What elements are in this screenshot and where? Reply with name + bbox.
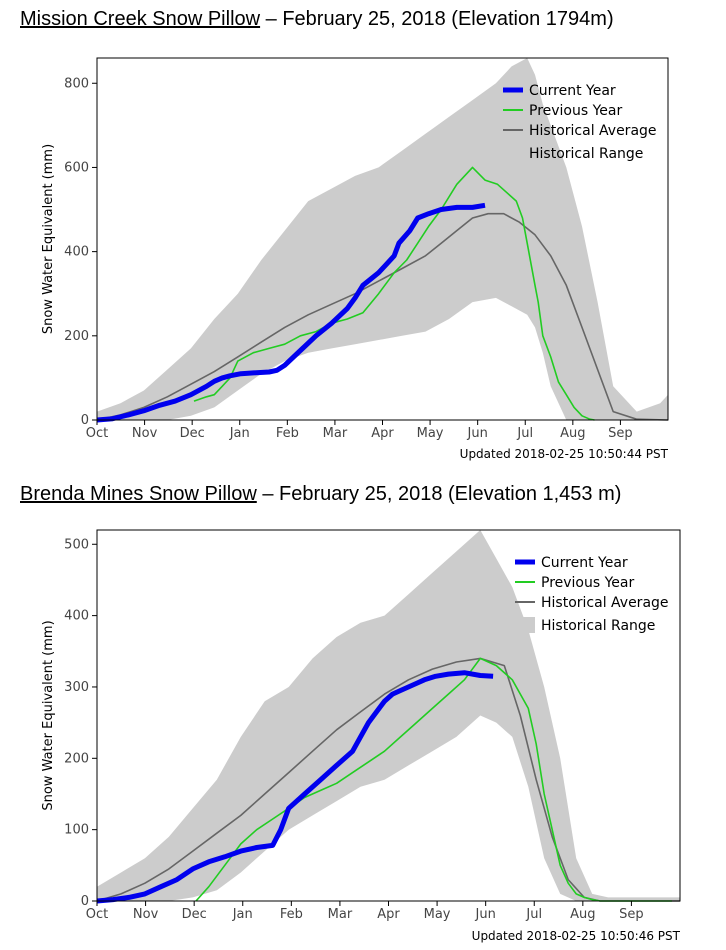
legend-swatch — [503, 145, 523, 161]
y-tick-label: 300 — [64, 680, 89, 695]
x-tick-label: Feb — [276, 426, 299, 441]
x-tick-label: Jul — [525, 907, 542, 922]
chart-heading: Mission Creek Snow Pillow – February 25,… — [20, 8, 614, 31]
legend-label: Historical Average — [541, 595, 669, 611]
y-tick-label: 500 — [64, 537, 89, 552]
x-tick-label: Apr — [377, 907, 400, 922]
x-tick-label: Jan — [229, 426, 250, 441]
x-tick-label: Mar — [323, 426, 348, 441]
heading-date-elevation: – February 25, 2018 (Elevation 1794m) — [260, 8, 614, 30]
y-tick-label: 200 — [64, 751, 89, 766]
x-tick-label: Nov — [132, 426, 158, 441]
updated-timestamp: Updated 2018-02-25 10:50:46 PST — [472, 929, 681, 943]
historical-average-line — [96, 212, 669, 421]
legend-swatch — [515, 617, 535, 633]
y-axis-label: Snow Water Equivalent (mm) — [41, 144, 56, 334]
y-tick-label: 800 — [64, 76, 89, 91]
y-tick-label: 0 — [81, 894, 89, 909]
y-tick-label: 600 — [64, 160, 89, 175]
x-tick-label: Sep — [608, 426, 633, 441]
historical-range-area — [97, 530, 680, 901]
snow-pillow-chart: 0 100 200 300 400 500 Oct Nov Dec Jan Feb Mar Apr May… — [41, 529, 681, 943]
x-tick-label: Aug — [560, 426, 585, 441]
y-tick-label: 200 — [64, 329, 89, 344]
previous-year-line — [193, 166, 595, 421]
heading-date-elevation: – February 25, 2018 (Elevation 1,453 m) — [256, 483, 622, 505]
x-tick-label: Aug — [570, 907, 595, 922]
current-year-line — [96, 670, 494, 904]
chart-heading: Brenda Mines Snow Pillow – February 25, … — [20, 483, 621, 506]
y-tick-label: 0 — [81, 413, 89, 428]
previous-year-line — [195, 657, 672, 902]
x-tick-label: Jan — [232, 907, 253, 922]
y-tick-label: 100 — [64, 823, 89, 838]
x-tick-label: Apr — [371, 426, 394, 441]
site-name: Mission Creek Snow Pillow — [20, 8, 261, 30]
snow-pillow-chart: 0 200 400 600 800 Oct Nov Dec Jan Feb Mar Apr May Jun… — [41, 57, 669, 461]
y-tick-label: 400 — [64, 245, 89, 260]
legend-label: Current Year — [529, 83, 616, 99]
x-tick-label: May — [424, 907, 451, 922]
x-tick-label: Jul — [516, 426, 533, 441]
x-tick-label: Jun — [475, 907, 496, 922]
x-tick-label: Sep — [619, 907, 644, 922]
x-tick-label: Dec — [182, 907, 207, 922]
legend-label: Historical Average — [529, 123, 657, 139]
x-tick-label: Dec — [180, 426, 205, 441]
historical-range-area — [97, 58, 668, 420]
x-tick-label: Jun — [467, 426, 488, 441]
legend-label: Current Year — [541, 555, 628, 571]
x-tick-label: Feb — [280, 907, 303, 922]
y-tick-label: 400 — [64, 609, 89, 624]
updated-timestamp: Updated 2018-02-25 10:50:44 PST — [460, 447, 669, 461]
historical-average-line — [96, 657, 680, 902]
x-tick-label: May — [417, 426, 444, 441]
y-axis-label: Snow Water Equivalent (mm) — [41, 620, 56, 810]
site-name: Brenda Mines Snow Pillow — [20, 483, 257, 505]
chart-panel-mission-creek: Mission Creek Snow Pillow – February 25,… — [0, 0, 726, 470]
x-tick-label: Oct — [86, 907, 108, 922]
current-year-line — [96, 202, 486, 423]
legend-label: Previous Year — [541, 575, 635, 591]
legend-label: Historical Range — [541, 618, 655, 634]
x-tick-label: Mar — [328, 907, 353, 922]
x-tick-label: Oct — [86, 426, 108, 441]
legend-label: Historical Range — [529, 146, 643, 162]
chart-panel-brenda-mines: Brenda Mines Snow Pillow – February 25, … — [0, 475, 726, 950]
x-tick-label: Nov — [133, 907, 159, 922]
legend-label: Previous Year — [529, 103, 623, 119]
